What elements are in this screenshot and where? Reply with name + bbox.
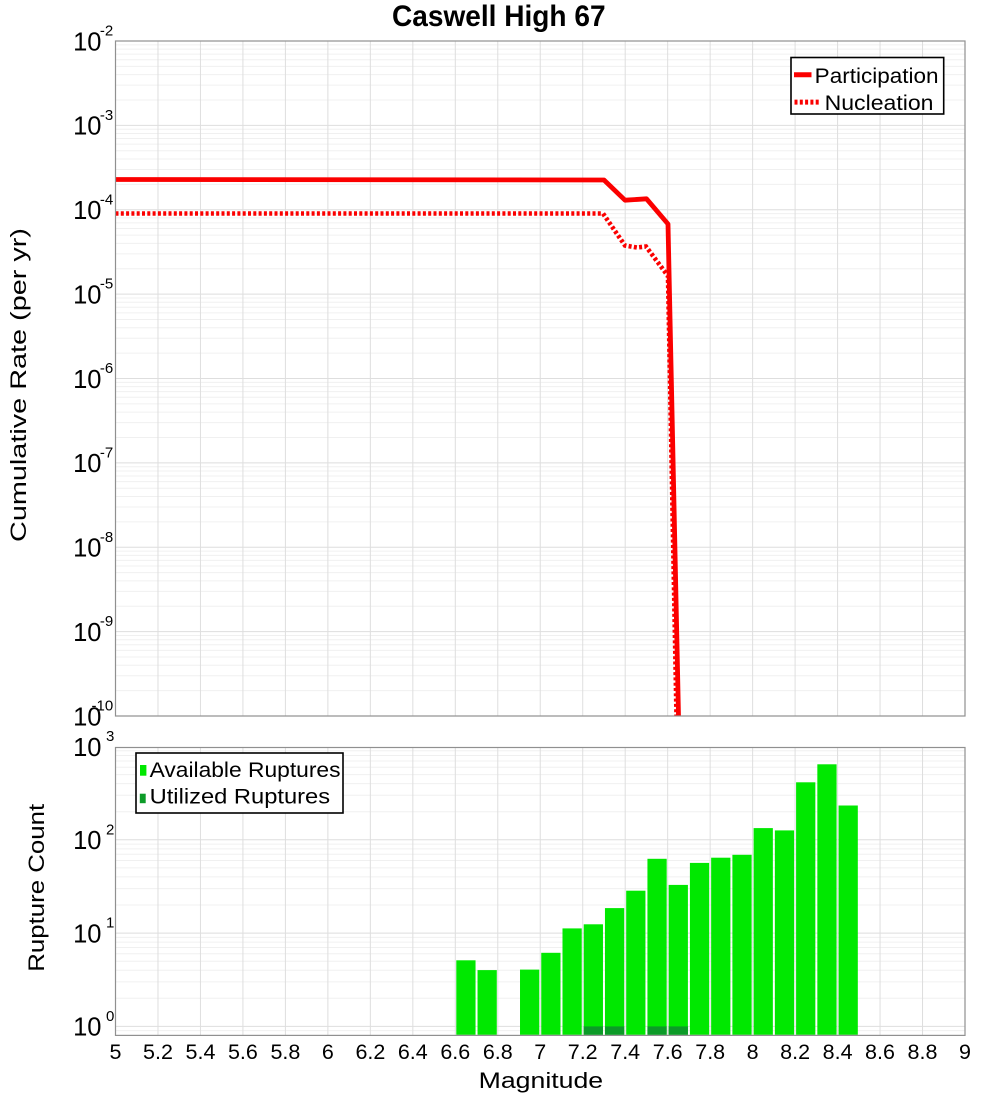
svg-text:10: 10 — [73, 703, 101, 731]
svg-text:10: 10 — [73, 734, 101, 762]
svg-text:-6: -6 — [100, 360, 113, 377]
svg-text:Nucleation: Nucleation — [825, 92, 934, 115]
svg-text:6.4: 6.4 — [398, 1040, 428, 1064]
svg-text:8.8: 8.8 — [908, 1040, 938, 1064]
svg-text:10: 10 — [73, 113, 101, 141]
svg-text:8.2: 8.2 — [780, 1040, 810, 1064]
svg-text:Available Ruptures: Available Ruptures — [150, 759, 341, 782]
svg-text:10: 10 — [73, 1014, 101, 1042]
svg-text:6.6: 6.6 — [440, 1040, 470, 1064]
svg-text:-10: -10 — [92, 698, 114, 715]
svg-text:7.2: 7.2 — [568, 1040, 598, 1064]
svg-text:Utilized Ruptures: Utilized Ruptures — [150, 786, 331, 809]
svg-text:-7: -7 — [100, 445, 113, 462]
svg-text:7.6: 7.6 — [653, 1040, 683, 1064]
svg-text:-3: -3 — [100, 107, 113, 124]
svg-text:10: 10 — [73, 281, 101, 309]
svg-text:5.6: 5.6 — [228, 1040, 258, 1064]
svg-text:7.8: 7.8 — [695, 1040, 725, 1064]
svg-text:-4: -4 — [100, 191, 113, 208]
svg-text:-9: -9 — [100, 613, 113, 630]
svg-text:9: 9 — [959, 1040, 971, 1064]
svg-text:-5: -5 — [100, 276, 113, 293]
svg-text:10: 10 — [73, 619, 101, 647]
svg-text:5.8: 5.8 — [270, 1040, 300, 1064]
svg-text:0: 0 — [106, 1008, 114, 1025]
svg-text:Participation: Participation — [815, 65, 939, 88]
svg-text:8.4: 8.4 — [823, 1040, 853, 1064]
svg-text:10: 10 — [73, 197, 101, 225]
svg-text:-8: -8 — [100, 529, 113, 546]
svg-text:Caswell High 67: Caswell High 67 — [392, 0, 606, 33]
svg-text:Cumulative Rate (per yr): Cumulative Rate (per yr) — [6, 228, 31, 542]
svg-text:1: 1 — [106, 915, 114, 932]
svg-text:10: 10 — [73, 28, 101, 56]
svg-text:10: 10 — [73, 450, 101, 478]
svg-text:7: 7 — [534, 1040, 546, 1064]
svg-text:10: 10 — [73, 827, 101, 855]
svg-text:5: 5 — [110, 1040, 122, 1064]
svg-text:7.4: 7.4 — [610, 1040, 640, 1064]
svg-text:10: 10 — [73, 920, 101, 948]
svg-text:Magnitude: Magnitude — [479, 1068, 604, 1093]
svg-text:6.2: 6.2 — [355, 1040, 385, 1064]
svg-text:8: 8 — [747, 1040, 759, 1064]
svg-text:Rupture Count: Rupture Count — [24, 804, 49, 972]
svg-text:2: 2 — [106, 821, 114, 838]
svg-text:10: 10 — [73, 366, 101, 394]
svg-text:10: 10 — [73, 535, 101, 563]
svg-text:8.6: 8.6 — [865, 1040, 895, 1064]
svg-text:5.4: 5.4 — [186, 1040, 216, 1064]
svg-text:6: 6 — [322, 1040, 334, 1064]
svg-text:3: 3 — [106, 728, 114, 745]
svg-text:-2: -2 — [100, 23, 113, 40]
svg-text:6.8: 6.8 — [483, 1040, 513, 1064]
svg-text:5.2: 5.2 — [143, 1040, 173, 1064]
